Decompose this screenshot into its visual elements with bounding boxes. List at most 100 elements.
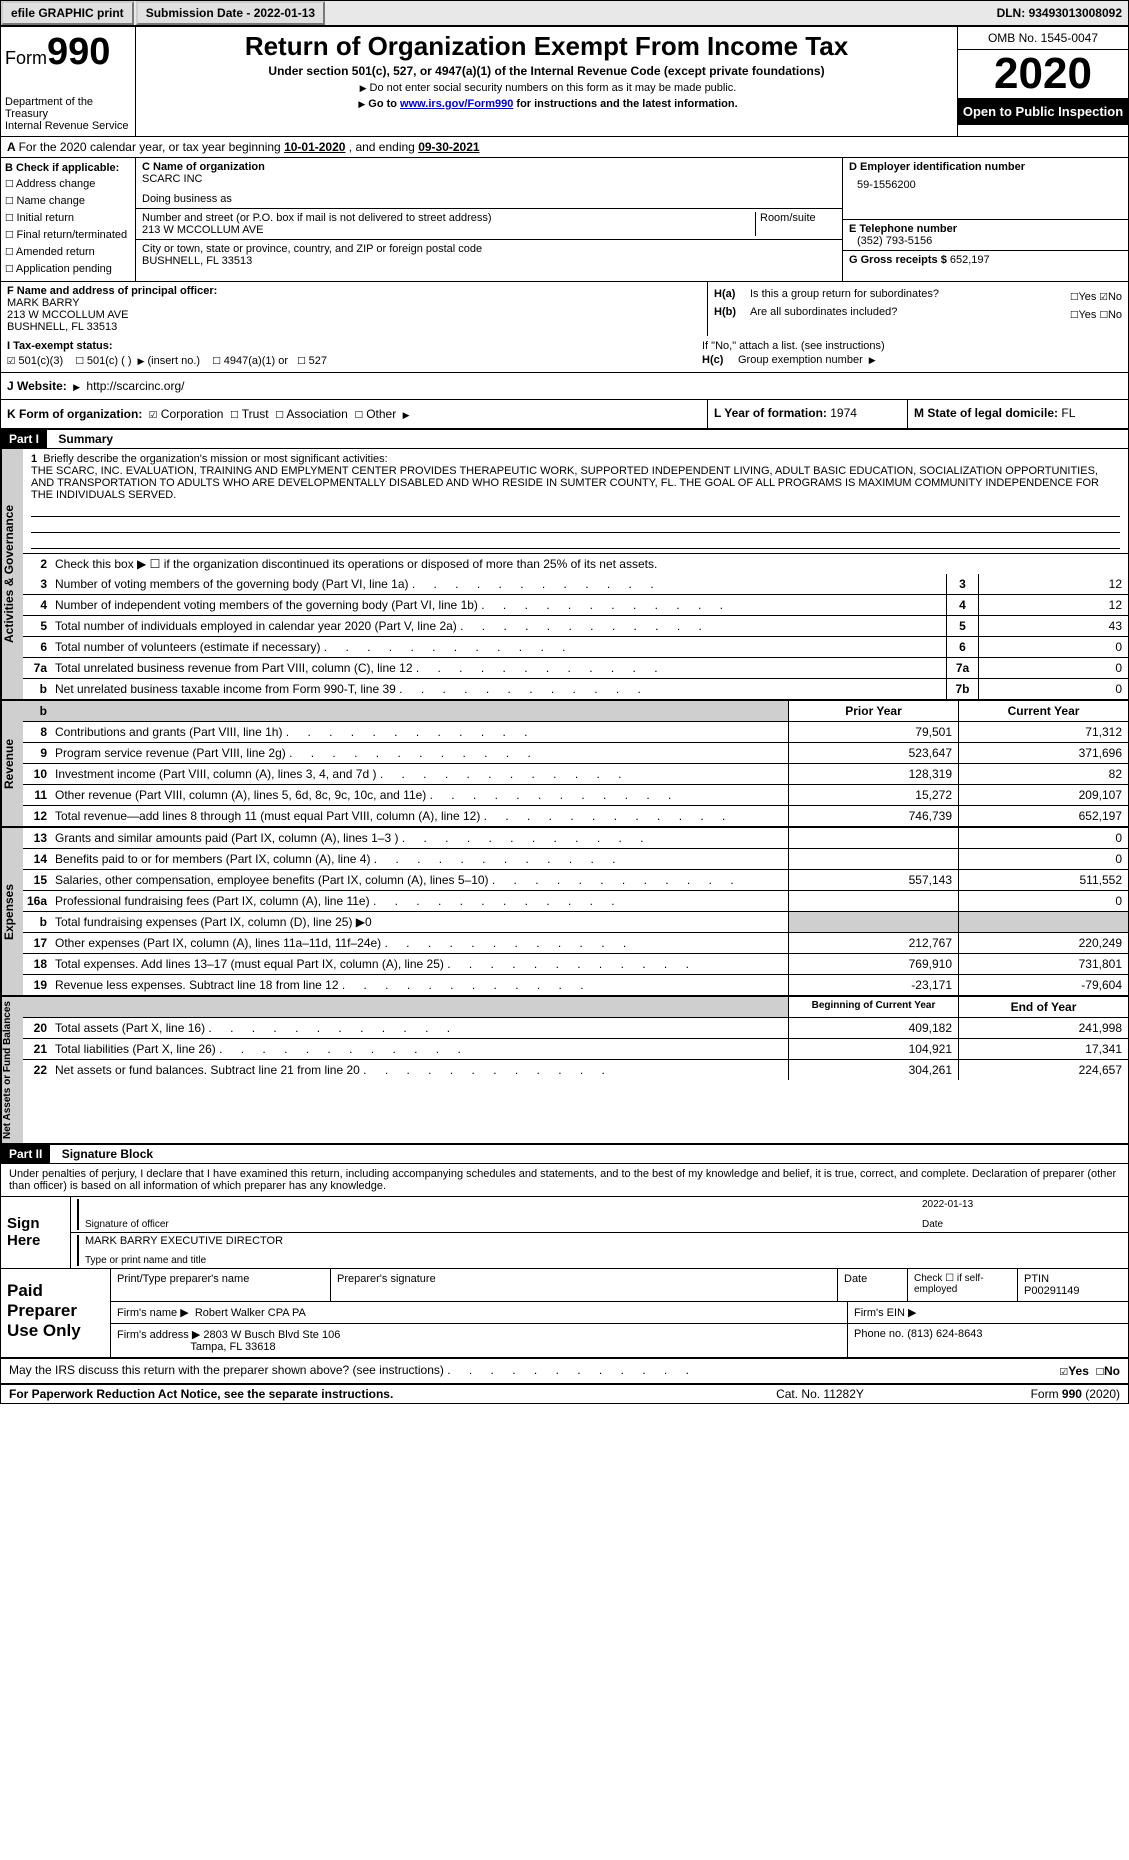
form-number: 990 xyxy=(47,31,110,73)
exp-line-b: bTotal fundraising expenses (Part IX, co… xyxy=(23,912,1128,933)
na-line-21: 21Total liabilities (Part X, line 26) 10… xyxy=(23,1039,1128,1060)
chk-other[interactable] xyxy=(354,407,362,421)
prep-name-hdr: Print/Type preparer's name xyxy=(111,1269,331,1301)
ptin-label: PTIN xyxy=(1024,1273,1049,1285)
gross-receipts-value: 652,197 xyxy=(950,254,990,266)
col-b-checkboxes: B Check if applicable: Address change Na… xyxy=(1,158,136,281)
part2-header: Part II Signature Block xyxy=(1,1145,1128,1164)
chk-assoc[interactable] xyxy=(275,407,283,421)
section-revenue: Revenue b Prior Year Current Year 8Contr… xyxy=(1,701,1128,828)
prep-selfemp-hdr: Check ☐ if self-employed xyxy=(908,1269,1018,1301)
open-to-public: Open to Public Inspection xyxy=(958,98,1128,125)
netassets-header-row: Beginning of Current Year End of Year xyxy=(23,997,1128,1018)
h-b: H(b) Are all subordinates included? Yes … xyxy=(714,306,1122,322)
firm-addr1: 2803 W Busch Blvd Ste 106 xyxy=(203,1329,340,1341)
na-line-22: 22Net assets or fund balances. Subtract … xyxy=(23,1060,1128,1080)
footer: For Paperwork Reduction Act Notice, see … xyxy=(1,1385,1128,1403)
rev-line-8: 8Contributions and grants (Part VIII, li… xyxy=(23,722,1128,743)
beg-year-hdr: Beginning of Current Year xyxy=(788,997,958,1017)
m-label: M State of legal domicile: xyxy=(914,406,1061,420)
mission-text: THE SCARC, INC. EVALUATION, TRAINING AND… xyxy=(31,465,1099,501)
part2-title: Signature Block xyxy=(54,1145,161,1163)
side-governance: Activities & Governance xyxy=(1,449,23,699)
street-address: 213 W MCCOLLUM AVE xyxy=(142,224,751,236)
section-fh: F Name and address of principal officer:… xyxy=(1,282,1128,336)
col-deg: D Employer identification number 59-1556… xyxy=(843,158,1128,281)
hb-no[interactable] xyxy=(1100,308,1108,321)
part2-label: Part II xyxy=(1,1145,50,1163)
goto-note: Go to www.irs.gov/Form990 for instructio… xyxy=(144,98,949,110)
sig-date-label: Date xyxy=(922,1219,943,1230)
dba-label: Doing business as xyxy=(142,193,836,205)
end-year-hdr: End of Year xyxy=(958,997,1128,1017)
l-label: L Year of formation: xyxy=(714,406,830,420)
top-bar: efile GRAPHIC print Submission Date - 20… xyxy=(0,0,1129,26)
na-line-20: 20Total assets (Part X, line 16) 409,182… xyxy=(23,1018,1128,1039)
section-j-website: J Website: http://scarcinc.org/ xyxy=(1,373,1128,400)
discuss-row: May the IRS discuss this return with the… xyxy=(1,1359,1128,1385)
firm-ein-label: Firm's EIN ▶ xyxy=(848,1302,1128,1323)
chk-name-change[interactable]: Name change xyxy=(5,192,131,208)
form-title: Return of Organization Exempt From Incom… xyxy=(144,31,949,62)
cat-no: Cat. No. 11282Y xyxy=(720,1387,920,1401)
exp-line-19: 19Revenue less expenses. Subtract line 1… xyxy=(23,975,1128,995)
col-b-label: B Check if applicable: xyxy=(5,162,131,174)
sign-here: Sign Here Signature of officer 2022-01-1… xyxy=(1,1197,1128,1269)
city-state-zip: BUSHNELL, FL 33513 xyxy=(142,255,836,267)
discuss-yes[interactable] xyxy=(1060,1364,1068,1378)
current-year-hdr: Current Year xyxy=(958,701,1128,721)
sig-date: 2022-01-13 xyxy=(922,1199,1122,1219)
chk-initial-return[interactable]: Initial return xyxy=(5,209,131,225)
chk-501c3[interactable] xyxy=(7,354,15,367)
form-header: Form990 Department of the Treasury Inter… xyxy=(1,27,1128,137)
sig-officer-label: Signature of officer xyxy=(85,1219,169,1230)
chk-corp[interactable] xyxy=(149,407,157,421)
chk-4947[interactable] xyxy=(212,354,220,367)
irs-link[interactable]: www.irs.gov/Form990 xyxy=(400,98,513,110)
gov-line-6: 6Total number of volunteers (estimate if… xyxy=(23,637,1128,658)
paperwork-notice: For Paperwork Reduction Act Notice, see … xyxy=(9,1387,720,1401)
print-name-label: Type or print name and title xyxy=(85,1255,206,1266)
paid-preparer-label: Paid Preparer Use Only xyxy=(1,1269,111,1357)
efile-print-button[interactable]: efile GRAPHIC print xyxy=(1,1,134,25)
ssn-note: Do not enter social security numbers on … xyxy=(144,82,949,94)
chk-application-pending[interactable]: Application pending xyxy=(5,260,131,276)
row-a-tax-year: A For the 2020 calendar year, or tax yea… xyxy=(1,137,1128,158)
rev-line-12: 12Total revenue—add lines 8 through 11 (… xyxy=(23,806,1128,826)
sign-here-label: Sign Here xyxy=(1,1197,71,1268)
chk-address-change[interactable]: Address change xyxy=(5,175,131,191)
discuss-no[interactable] xyxy=(1096,1364,1104,1378)
section-klm: K Form of organization: Corporation Trus… xyxy=(1,400,1128,430)
ha-no[interactable] xyxy=(1100,290,1108,303)
prep-sig-hdr: Preparer's signature xyxy=(331,1269,838,1301)
chk-527[interactable] xyxy=(297,354,305,367)
h-a: H(a) Is this a group return for subordin… xyxy=(714,288,1122,304)
officer-addr1: 213 W MCCOLLUM AVE xyxy=(7,309,701,321)
gov-line-4: 4Number of independent voting members of… xyxy=(23,595,1128,616)
city-cell: City or town, state or province, country… xyxy=(136,240,842,270)
omb-number: OMB No. 1545-0047 xyxy=(958,27,1128,50)
submission-date-button[interactable]: Submission Date - 2022-01-13 xyxy=(136,1,325,25)
state-domicile: FL xyxy=(1061,406,1075,420)
exp-line-14: 14Benefits paid to or for members (Part … xyxy=(23,849,1128,870)
chk-501c[interactable] xyxy=(75,354,83,367)
tax-year: 2020 xyxy=(958,50,1128,98)
chk-final-return[interactable]: Final return/terminated xyxy=(5,226,131,242)
col-h: H(a) Is this a group return for subordin… xyxy=(708,282,1128,336)
org-name: SCARC INC xyxy=(142,173,836,185)
k-label: K Form of organization: xyxy=(7,407,142,421)
year-formation: 1974 xyxy=(830,406,857,420)
header-right: OMB No. 1545-0047 2020 Open to Public In… xyxy=(958,27,1128,136)
exp-line-13: 13Grants and similar amounts paid (Part … xyxy=(23,828,1128,849)
firm-phone: (813) 624-8643 xyxy=(907,1328,982,1340)
rev-line-11: 11Other revenue (Part VIII, column (A), … xyxy=(23,785,1128,806)
phone-value: (352) 793-5156 xyxy=(849,235,1122,247)
chk-amended-return[interactable]: Amended return xyxy=(5,243,131,259)
exp-line-18: 18Total expenses. Add lines 13–17 (must … xyxy=(23,954,1128,975)
chk-trust[interactable] xyxy=(230,407,238,421)
line-1-mission: 1 Briefly describe the organization's mi… xyxy=(23,449,1128,554)
section-expenses: Expenses 13Grants and similar amounts pa… xyxy=(1,828,1128,997)
year-end: 09-30-2021 xyxy=(418,140,479,154)
form-label: Form xyxy=(5,48,47,68)
part1-label: Part I xyxy=(1,430,47,448)
